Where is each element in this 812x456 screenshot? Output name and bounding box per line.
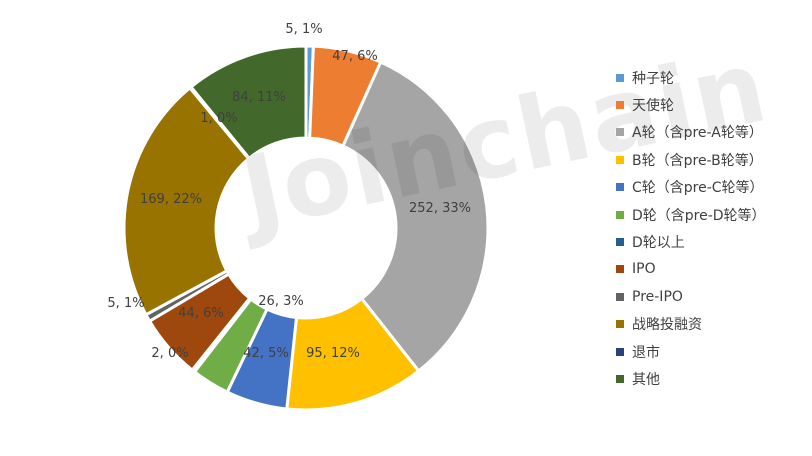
data-label-3: 95, 12% (306, 346, 360, 361)
legend-label-5: D轮（含pre-D轮等） (632, 207, 766, 224)
legend-label-1: 天使轮 (632, 98, 674, 115)
data-label-11: 84, 11% (232, 90, 286, 105)
legend-label-9: 战略投融资 (632, 317, 702, 334)
legend-label-7: IPO (632, 261, 656, 278)
legend-swatch-0 (616, 73, 624, 82)
data-label-1: 47, 6% (332, 49, 377, 64)
data-label-9: 169, 22% (140, 192, 202, 207)
legend-item-11: 其他 (616, 365, 812, 392)
legend-swatch-9 (616, 320, 624, 329)
legend-label-10: 退市 (632, 344, 660, 361)
legend-swatch-1 (616, 101, 624, 110)
legend-item-7: IPO (616, 256, 812, 283)
legend-swatch-7 (616, 265, 624, 274)
donut-slices (122, 44, 490, 412)
legend-item-9: 战略投融资 (616, 311, 812, 338)
legend-item-4: C轮（含pre-C轮等） (616, 174, 812, 201)
legend-item-10: 退市 (616, 338, 812, 365)
data-label-10: 1, 0% (200, 111, 237, 126)
legend-item-6: D轮以上 (616, 228, 812, 255)
legend-label-3: B轮（含pre-B轮等） (632, 152, 763, 169)
legend-label-6: D轮以上 (632, 235, 685, 252)
data-label-6: 2, 0% (151, 346, 188, 361)
legend-item-5: D轮（含pre-D轮等） (616, 201, 812, 228)
legend-label-8: Pre-IPO (632, 288, 683, 305)
legend-swatch-8 (616, 292, 624, 301)
slice-2 (340, 60, 490, 374)
slice-9 (122, 85, 251, 317)
legend-label-11: 其他 (632, 371, 660, 388)
data-label-5: 26, 3% (258, 294, 303, 309)
data-label-8: 5, 1% (107, 296, 144, 311)
legend-item-8: Pre-IPO (616, 283, 812, 310)
donut-data-labels: 5, 1% 47, 6% 252, 33% 95, 12% 42, 5% 26, 3% 2,… (107, 22, 471, 361)
data-label-4: 42, 5% (243, 346, 288, 361)
legend-swatch-5 (616, 210, 624, 219)
legend-item-2: A轮（含pre-A轮等） (616, 119, 812, 146)
legend-item-1: 天使轮 (616, 91, 812, 118)
legend-swatch-11 (616, 374, 624, 383)
data-label-0: 5, 1% (285, 22, 322, 37)
legend-swatch-10 (616, 347, 624, 356)
data-label-7: 44, 6% (178, 306, 223, 321)
legend-label-4: C轮（含pre-C轮等） (632, 180, 764, 197)
legend-swatch-6 (616, 238, 624, 247)
legend-swatch-4 (616, 183, 624, 192)
legend-item-0: 种子轮 (616, 64, 812, 91)
legend-label-0: 种子轮 (632, 70, 674, 87)
chart-legend: 种子轮天使轮 A轮（含pre-A轮等） B轮（含pre-B轮等） C轮（含pre-C轮… (616, 64, 812, 393)
legend-item-3: B轮（含pre-B轮等） (616, 146, 812, 173)
data-label-2: 252, 33% (409, 201, 471, 216)
legend-swatch-2 (616, 128, 624, 137)
legend-label-2: A轮（含pre-A轮等） (632, 125, 763, 142)
legend-swatch-3 (616, 155, 624, 164)
slice-11 (188, 44, 308, 161)
